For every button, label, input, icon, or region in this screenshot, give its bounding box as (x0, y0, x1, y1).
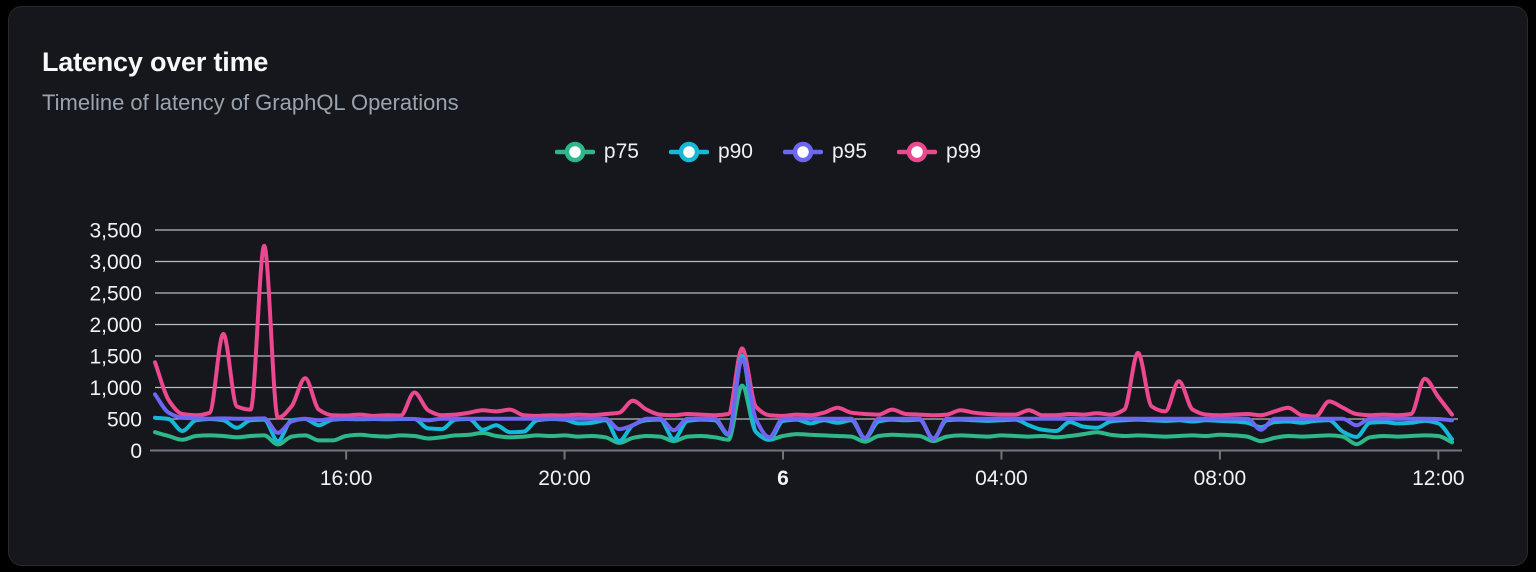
legend-series-marker-icon (668, 141, 709, 163)
svg-text:2,500: 2,500 (89, 283, 142, 306)
legend-series-marker-icon (897, 141, 938, 163)
x-axis (345, 451, 1440, 460)
chart-title: Latency over time (42, 47, 269, 77)
svg-text:6: 6 (777, 467, 789, 490)
svg-text:0: 0 (130, 440, 142, 463)
chart-legend: p75 p90 p95 p99 (0, 136, 1536, 168)
legend-item-p75[interactable]: p75 (554, 140, 639, 164)
legend-label: p75 (603, 140, 639, 163)
svg-text:12:00: 12:00 (1412, 467, 1465, 490)
series-line-p75 (153, 383, 1454, 447)
legend-series-marker-icon (554, 141, 595, 163)
svg-text:3,500: 3,500 (89, 220, 142, 243)
series-line-p99 (153, 243, 1454, 420)
y-axis-labels: 0 500 1,000 1,500 2,000 2,500 3,000 3,500 (89, 220, 142, 464)
svg-text:500: 500 (107, 409, 142, 432)
series-line-p95 (153, 357, 1454, 442)
card-header: Latency over time Timeline of latency of… (42, 46, 459, 116)
svg-text:08:00: 08:00 (1194, 467, 1247, 490)
svg-text:04:00: 04:00 (975, 467, 1028, 490)
chart-subtitle: Timeline of latency of GraphQL Operation… (42, 90, 459, 115)
legend-label: p90 (717, 140, 753, 163)
legend-item-p90[interactable]: p90 (668, 140, 753, 164)
legend-label: p95 (832, 140, 868, 163)
svg-text:3,000: 3,000 (89, 251, 142, 274)
svg-text:16:00: 16:00 (320, 467, 373, 490)
series-lines (153, 243, 1454, 447)
svg-text:20:00: 20:00 (538, 467, 591, 490)
svg-text:2,000: 2,000 (89, 314, 142, 337)
svg-text:1,000: 1,000 (89, 377, 142, 400)
legend-item-p95[interactable]: p95 (783, 140, 867, 164)
legend-item-p99[interactable]: p99 (897, 140, 981, 164)
legend-label: p99 (946, 140, 982, 163)
legend-series-marker-icon (783, 141, 823, 163)
x-axis-labels: 16:00 20:00 6 04:00 08:00 12:00 (320, 467, 1465, 490)
svg-text:1,500: 1,500 (89, 346, 142, 369)
